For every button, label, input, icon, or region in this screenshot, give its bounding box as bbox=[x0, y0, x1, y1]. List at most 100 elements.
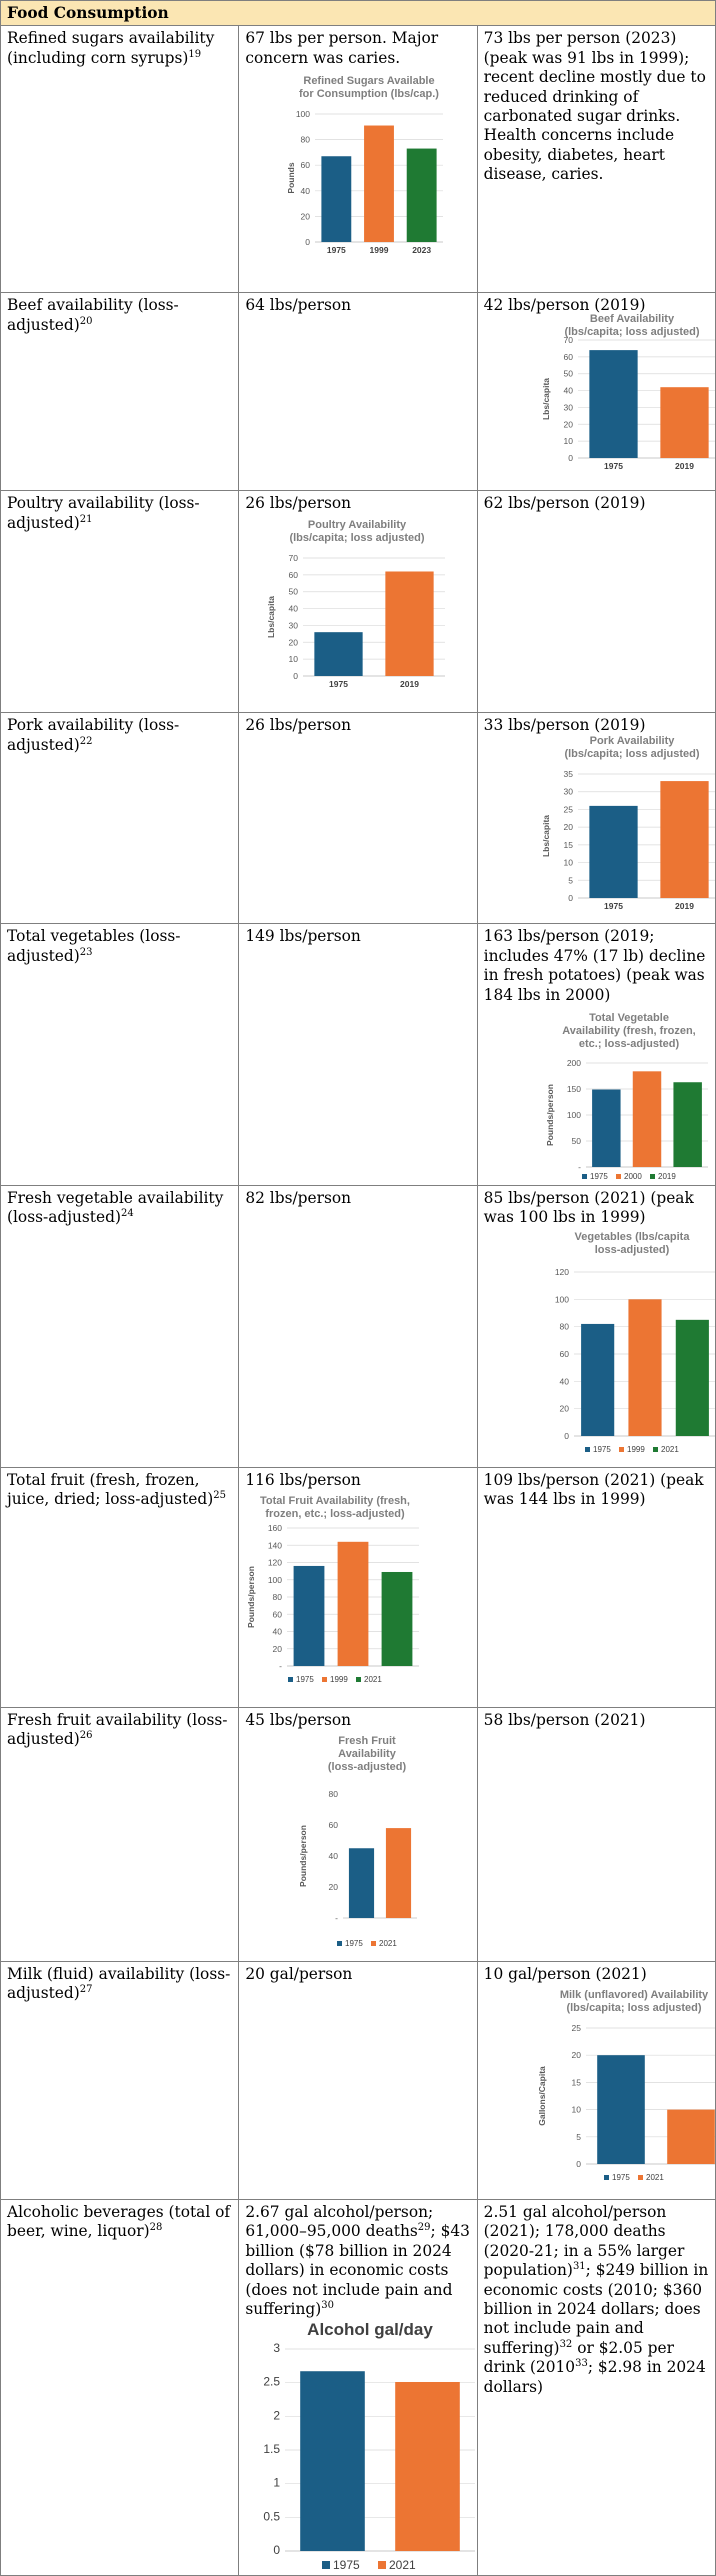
y-tick-label: 80 bbox=[273, 1592, 283, 1602]
legend-entry: 2000 bbox=[624, 1172, 642, 1181]
y-tick-label: 20 bbox=[571, 2051, 581, 2061]
value-current: 58 lbs/person (2021) bbox=[476, 1707, 716, 1963]
y-tick-label: 30 bbox=[563, 787, 573, 797]
y-tick-label: 50 bbox=[571, 1136, 581, 1146]
y-tick-label: 5 bbox=[568, 875, 573, 885]
x-tick-label: 1975 bbox=[329, 679, 348, 689]
chart-title: Beef Availability bbox=[590, 313, 675, 325]
bar-1975 bbox=[596, 2055, 645, 2165]
y-tick-label: 50 bbox=[289, 587, 299, 597]
chart-title: (lbs/capita; loss adjusted) bbox=[566, 2002, 701, 2014]
value-text: 67 lbs per person. Major concern was car… bbox=[245, 29, 439, 67]
value-current: 109 lbs/person (2021) (peak was 144 lbs … bbox=[476, 1467, 716, 1709]
bar-1975 bbox=[293, 1566, 325, 1667]
bar-1975 bbox=[321, 156, 352, 243]
legend-swatch bbox=[322, 1677, 328, 1683]
legend-swatch bbox=[378, 2561, 387, 2570]
y-tick-label: 70 bbox=[289, 553, 299, 563]
legend-entry: 1975 bbox=[612, 2173, 630, 2182]
value-text: 20 gal/person bbox=[245, 1965, 353, 1984]
value-text: 62 lbs/person (2019) bbox=[483, 494, 646, 513]
y-tick-label: 25 bbox=[571, 2023, 581, 2033]
bar-1999 bbox=[337, 1542, 369, 1667]
legend-entry: 2021 bbox=[379, 1939, 397, 1948]
value-text: 10 gal/person (2021) bbox=[483, 1965, 647, 1984]
bar-2023 bbox=[407, 148, 437, 243]
legend-swatch bbox=[652, 1446, 658, 1452]
table-row: Total fruit (fresh, frozen, juice, dried… bbox=[0, 1467, 716, 1709]
y-tick-label: 20 bbox=[289, 637, 299, 647]
row-label: Beef availability (loss-adjusted)20 bbox=[0, 292, 240, 492]
y-tick-label: 140 bbox=[268, 1541, 282, 1551]
x-tick-label: 1975 bbox=[604, 461, 623, 471]
bar-2019 bbox=[660, 387, 709, 458]
bar-1975 bbox=[349, 1848, 375, 1919]
y-tick-label: 50 bbox=[563, 369, 573, 379]
bar-1975 bbox=[589, 349, 638, 458]
y-axis-label: Pounds/person bbox=[298, 1826, 308, 1888]
y-tick-label: 0 bbox=[294, 671, 299, 681]
value-text: 149 lbs/person bbox=[245, 927, 361, 946]
y-tick-label: 80 bbox=[559, 1322, 569, 1332]
bar-2019 bbox=[673, 1082, 702, 1168]
legend-swatch bbox=[615, 1174, 621, 1180]
y-tick-label: 0.5 bbox=[264, 2510, 281, 2524]
value-1975: 20 gal/person bbox=[238, 1961, 478, 2201]
table-row: Milk (fluid) availability (loss-adjusted… bbox=[0, 1961, 716, 2201]
y-tick-label: 60 bbox=[329, 1820, 339, 1830]
x-tick-label: 2023 bbox=[413, 245, 432, 255]
y-tick-label: 35 bbox=[563, 769, 573, 779]
y-axis-label: Lbs/capita bbox=[266, 596, 276, 638]
legend-entry: 1999 bbox=[627, 1445, 645, 1454]
row-label: Poultry availability (loss-adjusted)21 bbox=[0, 490, 240, 714]
chart-title: Fresh Fruit bbox=[339, 1735, 397, 1747]
y-tick-label: - bbox=[279, 1661, 282, 1671]
y-tick-label: 10 bbox=[563, 857, 573, 867]
row-label: Total fruit (fresh, frozen, juice, dried… bbox=[0, 1467, 240, 1709]
y-tick-label: 70 bbox=[563, 335, 573, 345]
legend-entry: 1975 bbox=[590, 1172, 608, 1181]
chart-title: Total Vegetable bbox=[589, 1012, 669, 1024]
milk-chart: Milk (unflavored) Availability(lbs/capit… bbox=[537, 1989, 715, 2182]
chart-title: Availability bbox=[338, 1748, 397, 1760]
row-label: Milk (fluid) availability (loss-adjusted… bbox=[0, 1961, 240, 2201]
legend-swatch bbox=[322, 2561, 331, 2570]
y-tick-label: 80 bbox=[301, 135, 311, 145]
y-tick-label: 40 bbox=[559, 1376, 569, 1386]
legend-swatch bbox=[356, 1677, 362, 1683]
y-tick-label: - bbox=[335, 1913, 338, 1923]
row-label: Pork availability (loss-adjusted)22 bbox=[0, 712, 240, 925]
y-tick-label: 60 bbox=[289, 570, 299, 580]
y-tick-label: 20 bbox=[563, 419, 573, 429]
y-tick-label: 30 bbox=[289, 620, 299, 630]
y-axis-label: Gallons/Capita bbox=[537, 2066, 547, 2126]
chart-title: Refined Sugars Available bbox=[304, 75, 435, 87]
value-1975: 45 lbs/person Fresh Fruit Availability (lo… bbox=[238, 1707, 478, 1963]
value-text: 33 lbs/person (2019) bbox=[483, 716, 646, 735]
chart-title: Poultry Availability bbox=[308, 519, 407, 531]
legend-entry: 2019 bbox=[658, 1172, 676, 1181]
x-tick-label: 2019 bbox=[400, 679, 419, 689]
x-tick-label: 1975 bbox=[604, 901, 623, 911]
value-current: 10 gal/person (2021) Milk (unflavored) A… bbox=[476, 1961, 716, 2201]
value-1975: 26 lbs/person bbox=[238, 712, 478, 925]
value-current: 42 lbs/person (2019) Beef Availability (l… bbox=[476, 292, 716, 492]
chart-title: Pork Availability bbox=[589, 735, 675, 747]
legend-entry: 1975 bbox=[296, 1675, 314, 1684]
legend-entry: 1975 bbox=[345, 1939, 363, 1948]
table-row: Poultry availability (loss-adjusted)21 2… bbox=[0, 490, 716, 714]
value-1975: 116 lbs/person Total Fruit Availability … bbox=[238, 1467, 478, 1709]
legend-swatch bbox=[581, 1174, 587, 1180]
legend-entry: 2021 bbox=[661, 1445, 679, 1454]
chart-title: loss-adjusted) bbox=[594, 1244, 669, 1256]
y-tick-label: 1.5 bbox=[264, 2442, 281, 2456]
y-tick-label: 100 bbox=[268, 1575, 282, 1585]
value-current: 85 lbs/person (2021) (peak was 100 lbs i… bbox=[476, 1185, 716, 1469]
legend-swatch bbox=[337, 1941, 343, 1947]
value-text: 26 lbs/person bbox=[245, 716, 352, 735]
chart-title: for Consumption (lbs/cap.) bbox=[299, 88, 439, 100]
y-tick-label: 10 bbox=[563, 436, 573, 446]
y-tick-label: 40 bbox=[563, 385, 573, 395]
